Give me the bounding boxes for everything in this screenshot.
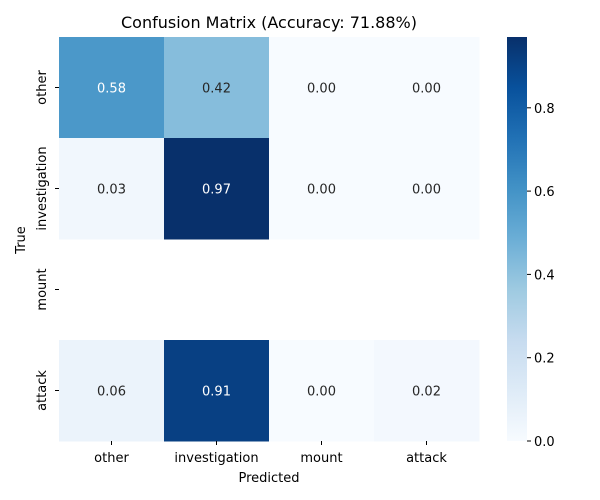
cell-value-label: 0.91 (202, 385, 231, 400)
heatmap-cells (59, 37, 480, 442)
colorbar-tick-label: 0.8 (534, 102, 555, 117)
heatmap-cell (59, 37, 165, 139)
x-axis-title: Predicted (238, 471, 299, 486)
cell-value-label: 0.03 (97, 183, 126, 198)
x-tick-label: investigation (174, 451, 258, 466)
heatmap-cell (269, 138, 375, 240)
chart-title: Confusion Matrix (Accuracy: 71.88%) (121, 13, 417, 32)
heatmap-cell (374, 138, 480, 240)
cell-value-label: 0.02 (412, 385, 441, 400)
colorbar-tick-label: 0.0 (534, 435, 555, 450)
cell-value-label: 0.42 (202, 82, 231, 97)
colorbar-tick-label: 0.4 (534, 268, 555, 283)
heatmap-cell (269, 37, 375, 139)
x-tick-label: mount (300, 451, 342, 466)
y-tick-label: attack (35, 370, 50, 411)
y-axis-ticks: other investigation mount attack (35, 70, 59, 411)
colorbar-tick-label: 0.2 (534, 352, 555, 367)
cell-value-label: 0.00 (412, 183, 441, 198)
heatmap-cell (164, 340, 270, 442)
heatmap-cell (164, 37, 270, 139)
heatmap-cell (269, 340, 375, 442)
x-tick-label: other (94, 451, 129, 466)
y-tick-label: mount (35, 268, 50, 310)
cell-value-label: 0.00 (307, 82, 336, 97)
heatmap-cell (374, 37, 480, 139)
y-tick-label: other (35, 70, 50, 105)
x-tick-label: attack (406, 451, 447, 466)
heatmap-cell (164, 138, 270, 240)
heatmap-cell (59, 340, 165, 442)
cell-value-label: 0.00 (412, 82, 441, 97)
heatmap-cell-labels: 0.58 0.42 0.00 0.00 0.03 0.97 0.00 0.00 0.06 0.91… (97, 82, 441, 400)
x-axis-ticks: other investigation mount attack (94, 441, 447, 466)
colorbar (507, 37, 527, 441)
heatmap-cell (59, 138, 165, 240)
cell-value-label: 0.58 (97, 82, 126, 97)
colorbar-tick-label: 0.6 (534, 185, 555, 200)
y-tick-label: investigation (35, 146, 50, 230)
cell-value-label: 0.06 (97, 385, 126, 400)
cell-value-label: 0.00 (307, 385, 336, 400)
colorbar-ticks: 0.0 0.2 0.4 0.6 0.8 (527, 102, 555, 450)
heatmap-cell (374, 340, 480, 442)
cell-value-label: 0.00 (307, 183, 336, 198)
cell-value-label: 0.97 (202, 183, 231, 198)
y-axis-title: True (14, 226, 29, 255)
